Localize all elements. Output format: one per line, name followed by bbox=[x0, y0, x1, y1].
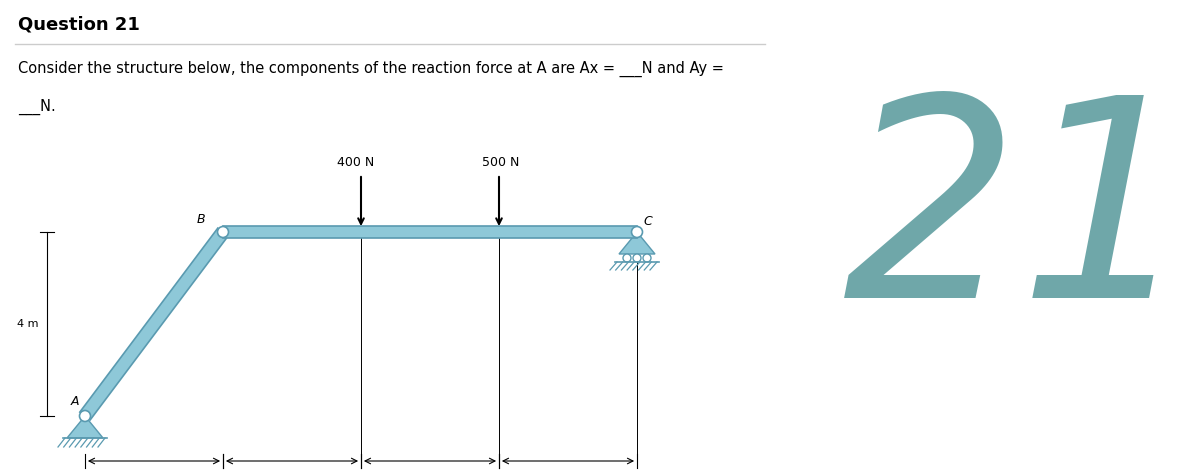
Polygon shape bbox=[79, 228, 228, 420]
Text: 400 N: 400 N bbox=[337, 156, 374, 169]
Text: 500 N: 500 N bbox=[482, 156, 520, 169]
Text: A: A bbox=[71, 395, 79, 408]
Text: 4 m: 4 m bbox=[18, 319, 38, 329]
Text: B: B bbox=[197, 213, 205, 226]
Text: ___N.: ___N. bbox=[18, 99, 55, 115]
Text: 21: 21 bbox=[844, 86, 1196, 356]
Text: Question 21: Question 21 bbox=[18, 16, 140, 34]
Polygon shape bbox=[619, 232, 655, 254]
Circle shape bbox=[217, 227, 228, 237]
Circle shape bbox=[634, 254, 641, 262]
Circle shape bbox=[643, 254, 650, 262]
Circle shape bbox=[631, 227, 642, 237]
Circle shape bbox=[623, 254, 631, 262]
Polygon shape bbox=[67, 416, 103, 438]
Text: C: C bbox=[643, 215, 652, 228]
Polygon shape bbox=[223, 226, 637, 238]
Circle shape bbox=[79, 411, 90, 422]
Text: Consider the structure below, the components of the reaction force at A are Ax =: Consider the structure below, the compon… bbox=[18, 61, 724, 77]
